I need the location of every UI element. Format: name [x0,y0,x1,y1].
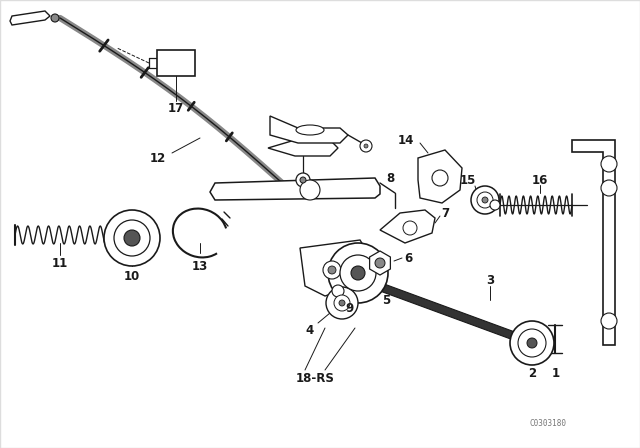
Circle shape [432,170,448,186]
Polygon shape [270,116,348,143]
Circle shape [114,220,150,256]
Circle shape [326,287,358,319]
Circle shape [601,156,617,172]
Circle shape [510,321,554,365]
Circle shape [124,230,140,246]
Circle shape [300,177,306,183]
Text: 11: 11 [52,257,68,270]
Circle shape [323,261,341,279]
Text: 17: 17 [168,102,184,115]
Circle shape [490,200,500,210]
Circle shape [403,221,417,235]
Circle shape [601,313,617,329]
Polygon shape [10,11,50,25]
Ellipse shape [296,125,324,135]
Circle shape [104,210,160,266]
Text: 3: 3 [486,273,494,287]
Circle shape [527,338,537,348]
Text: 14: 14 [398,134,414,146]
Circle shape [340,255,376,291]
Circle shape [482,197,488,203]
Polygon shape [572,140,615,345]
Circle shape [518,329,546,357]
Text: 5: 5 [382,293,390,306]
Text: 7: 7 [441,207,449,220]
Text: 15: 15 [460,173,476,186]
Circle shape [351,266,365,280]
Text: 4: 4 [306,323,314,336]
Circle shape [334,295,350,311]
Circle shape [339,300,345,306]
Text: 9: 9 [346,302,354,314]
Circle shape [300,180,320,200]
Text: 13: 13 [192,259,208,272]
Circle shape [601,180,617,196]
Circle shape [296,173,310,187]
Polygon shape [376,282,526,344]
Polygon shape [380,210,435,243]
Polygon shape [370,251,390,275]
Text: 2: 2 [528,366,536,379]
Circle shape [328,243,388,303]
Circle shape [360,140,372,152]
Circle shape [477,192,493,208]
Polygon shape [268,140,338,156]
Text: 12: 12 [150,151,166,164]
Circle shape [375,258,385,268]
Circle shape [332,285,344,297]
Text: 8: 8 [386,172,394,185]
Bar [157,50,195,76]
Polygon shape [418,150,462,203]
Text: 16: 16 [532,173,548,186]
Text: C0303180: C0303180 [529,418,566,427]
Polygon shape [300,240,368,296]
Circle shape [328,266,336,274]
Text: 1: 1 [552,366,560,379]
Text: 18-RS: 18-RS [296,371,335,384]
Circle shape [471,186,499,214]
Polygon shape [210,178,380,200]
Text: 6: 6 [404,251,412,264]
Circle shape [364,144,368,148]
Circle shape [51,14,59,22]
Text: 10: 10 [124,270,140,283]
